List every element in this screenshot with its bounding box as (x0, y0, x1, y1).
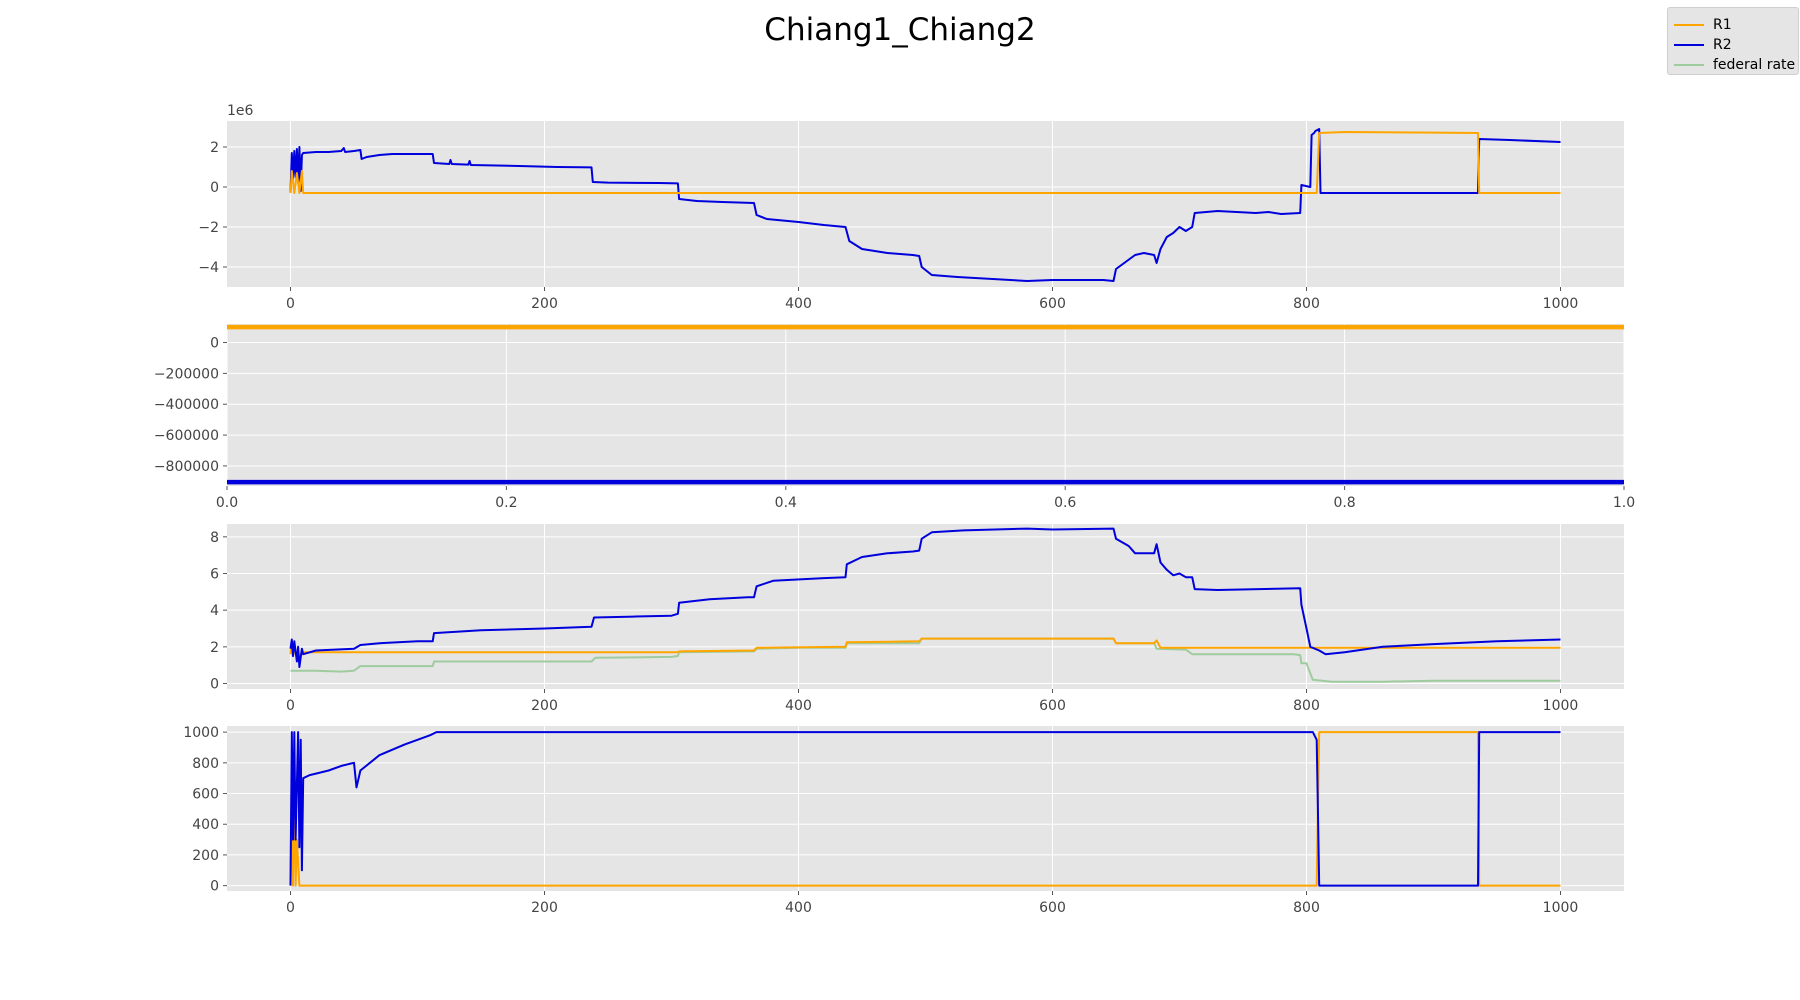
x-tick-label: 800 (1293, 900, 1320, 916)
series-line-r2 (289, 128, 1561, 282)
x-tick-label: 0.8 (1333, 495, 1355, 511)
y-tick-label: −4 (198, 260, 219, 276)
x-tick-label: 200 (531, 296, 558, 312)
x-tick-label: 400 (785, 296, 812, 312)
y-tick-label: −2 (198, 220, 219, 236)
x-tick-label: 200 (531, 900, 558, 916)
x-tick-label: 0.2 (495, 495, 517, 511)
y-tick-label: −600000 (154, 428, 219, 444)
y-tick-label: −400000 (154, 397, 219, 413)
x-tick-label: 0.0 (216, 495, 238, 511)
x-tick-label: 0.6 (1054, 495, 1076, 511)
y-tick-label: 0 (210, 336, 219, 352)
legend-item-r1: R1 (1674, 15, 1732, 35)
x-tick-label: 200 (531, 698, 558, 714)
legend-label-r2: R2 (1713, 37, 1732, 53)
series-line-r2 (289, 731, 1561, 887)
legend-label-federal-rate: federal rate (1713, 57, 1796, 73)
legend-swatch-r1 (1674, 24, 1704, 26)
x-tick-label: 1000 (1543, 698, 1579, 714)
legend-item-federal-rate: federal rate (1674, 55, 1795, 75)
y-tick-label: 400 (192, 817, 219, 833)
y-tick-label: −200000 (154, 366, 219, 382)
x-tick-label: 1000 (1543, 900, 1579, 916)
y-tick-label: −800000 (154, 459, 219, 475)
y-tick-label: 800 (192, 756, 219, 772)
legend-swatch-r2 (1674, 44, 1704, 46)
y-tick-label: 0 (210, 879, 219, 895)
legend-swatch-federal-rate (1674, 64, 1704, 66)
legend: R1 R2 federal rate (1667, 7, 1799, 75)
x-tick-label: 400 (785, 900, 812, 916)
x-tick-label: 600 (1039, 900, 1066, 916)
x-tick-label: 800 (1293, 698, 1320, 714)
x-tick-label: 0.4 (775, 495, 797, 511)
x-tick-label: 1.0 (1613, 495, 1635, 511)
series-line-r1 (289, 731, 1561, 887)
panel-2: 0.0 0.2 0.4 0.6 0.8 1.0 0 −200000 −400000 −600000… (154, 324, 1635, 511)
figure-title: Chiang1_Chiang2 (764, 12, 1036, 48)
y-tick-label: 2 (210, 140, 219, 156)
x-tick-label: 0 (286, 296, 295, 312)
y-offset-label: 1e6 (227, 103, 254, 119)
panel-4: 0 200 400 600 800 1000 1000 800 600 400 200 0 (183, 725, 1624, 916)
panel-3: 0 200 400 600 800 1000 8 6 4 2 0 (210, 524, 1624, 714)
y-tick-label: 0 (210, 677, 219, 693)
legend-label-r1: R1 (1713, 17, 1732, 33)
y-tick-label: 8 (210, 530, 219, 546)
x-tick-label: 400 (785, 698, 812, 714)
x-tick-label: 0 (286, 698, 295, 714)
y-tick-label: 600 (192, 787, 219, 803)
legend-item-r2: R2 (1674, 35, 1732, 55)
y-tick-label: 2 (210, 640, 219, 656)
x-tick-label: 1000 (1543, 296, 1579, 312)
x-tick-label: 600 (1039, 698, 1066, 714)
series-line-r1 (289, 131, 1561, 194)
plot-area-background (227, 726, 1624, 891)
y-tick-label: 1000 (183, 725, 219, 741)
plot-area-background (227, 524, 1624, 689)
x-tick-label: 600 (1039, 296, 1066, 312)
x-tick-label: 800 (1293, 296, 1320, 312)
y-tick-label: 6 (210, 567, 219, 583)
y-tick-label: 0 (210, 180, 219, 196)
plot-area-background (227, 121, 1624, 287)
y-tick-label: 4 (210, 603, 219, 619)
y-tick-label: 200 (192, 848, 219, 864)
plot-area-background (227, 324, 1624, 486)
series-line-r2 (289, 527, 1561, 668)
x-tick-label: 0 (286, 900, 295, 916)
panel-1: 0 200 400 600 800 1000 2 0 −2 −4 1e6 (198, 103, 1624, 312)
